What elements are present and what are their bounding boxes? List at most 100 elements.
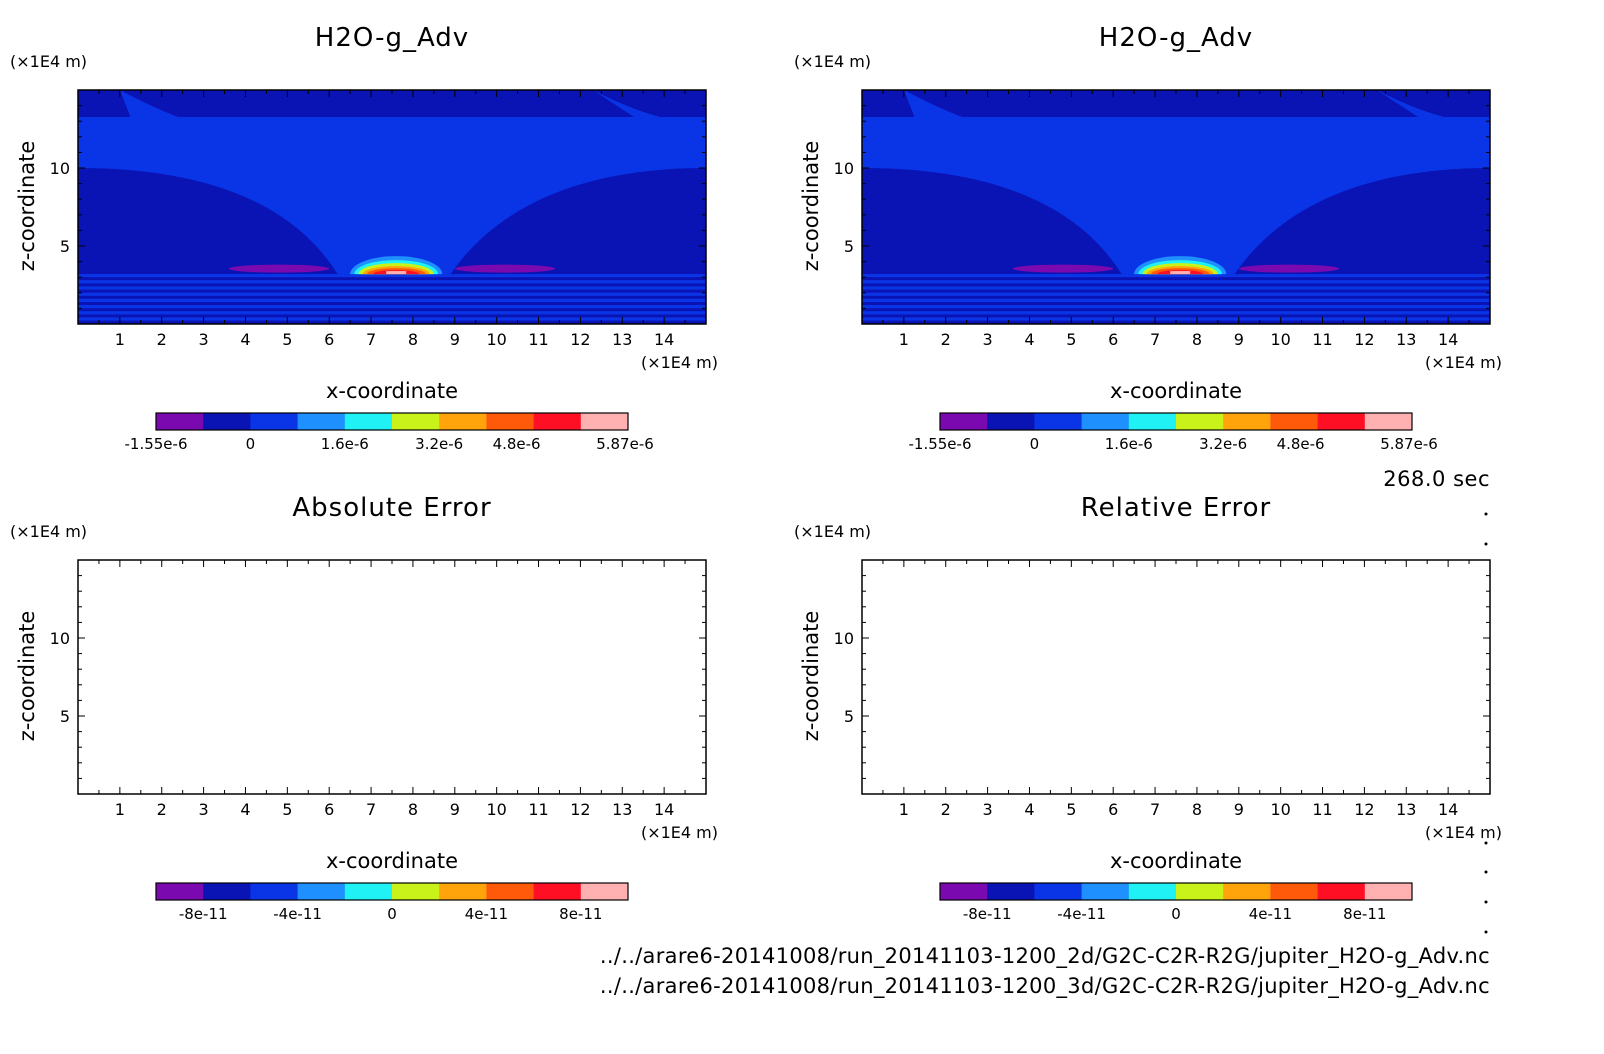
colorbar-segment [1317,413,1366,430]
contour-fill-lens [1012,264,1114,273]
colorbar-segment [344,883,393,900]
x-tick-label: 10 [486,800,506,819]
contour-field [78,90,706,324]
contour-fill-stripe [862,277,1490,281]
x-tick-label: 7 [366,800,376,819]
x-tick-label: 7 [1150,800,1160,819]
panel-4: Relative Error(×1E4 m)1 2 3 4 5 6 7 8 9 10 11 12 13 1… [794,493,1502,923]
x-tick-label: 6 [1108,800,1118,819]
colorbar-label: 8e-11 [1343,905,1386,923]
margin-dot [1484,930,1488,934]
file-path: ../../arare6-20141008/run_20141103-1200_… [600,944,1490,969]
colorbar-segment [486,413,535,430]
colorbar-label: 4.8e-6 [1277,435,1325,453]
x-tick-label: 2 [941,800,951,819]
x-tick-label: 2 [941,330,951,349]
colorbar-segment [1270,413,1319,430]
colorbar-segment [1223,413,1271,430]
x-tick-label: 1 [899,800,909,819]
x-tick-label: 2 [157,330,167,349]
contour-fill-stripe [78,283,706,287]
colorbar: -1.55e-6 0 1.6e-6 3.2e-6 4.8e-6 5.87e-6 [125,412,654,453]
y-tick-label: 5 [844,707,854,726]
y-tick-label: 10 [834,629,854,648]
x-tick-label: 8 [1192,330,1202,349]
x-tick-label: 9 [450,330,460,349]
colorbar-label: -8e-11 [963,905,1012,923]
colorbar-segment [1223,883,1271,900]
x-tick-label: 4 [1024,330,1034,349]
colorbar-label: 4e-11 [465,905,508,923]
contour-fill-lens [1238,264,1340,273]
x-tick-label: 12 [1354,800,1374,819]
colorbar-segment [1176,883,1224,900]
colorbar-label: 1.6e-6 [1105,435,1153,453]
x-tick-label: 5 [282,800,292,819]
y-tick-label: 10 [50,159,70,178]
y-axis-label: z-coordinate [799,611,823,742]
colorbar: -8e-11 -4e-11 0 4e-11 8e-11 [939,882,1413,923]
contour-fill-stripe [78,277,706,281]
colorbar: -8e-11 -4e-11 0 4e-11 8e-11 [155,882,629,923]
colorbar-segment [940,883,988,900]
colorbar-segment [250,413,299,430]
x-tick-label: 5 [282,330,292,349]
x-unit-label: (×1E4 m) [1425,823,1502,842]
x-tick-label: 4 [240,800,250,819]
x-tick-label: 3 [199,800,209,819]
x-tick-label: 8 [408,800,418,819]
x-tick-label: 13 [612,330,632,349]
panel-title: H2O-g_Adv [1099,23,1253,53]
panel-title: H2O-g_Adv [315,23,469,53]
contour-fill-stripe [862,295,1490,299]
x-tick-label: 9 [450,800,460,819]
x-tick-label: 5 [1066,330,1076,349]
colorbar-segment [580,413,629,430]
x-tick-label: 6 [324,800,334,819]
contour-fill-stripe [862,308,1490,312]
colorbar-label: 1.6e-6 [321,435,369,453]
x-tick-label: 12 [1354,330,1374,349]
colorbar-frame [939,882,1413,901]
contour-field [862,90,1490,324]
x-tick-label: 3 [983,800,993,819]
x-tick-label: 7 [1150,330,1160,349]
x-tick-label: 7 [366,330,376,349]
x-tick-label: 13 [1396,330,1416,349]
x-tick-label: 6 [324,330,334,349]
x-tick-label: 1 [115,800,125,819]
colorbar-segment [1128,883,1177,900]
x-tick-label: 10 [486,330,506,349]
y-unit-label: (×1E4 m) [10,52,87,71]
y-unit-label: (×1E4 m) [10,522,87,541]
x-axis-label: x-coordinate [326,849,458,873]
y-tick-label: 10 [50,629,70,648]
x-tick-label: 11 [1312,800,1332,819]
colorbar-label: -8e-11 [179,905,228,923]
x-tick-label: 9 [1234,330,1244,349]
x-tick-label: 4 [1024,800,1034,819]
colorbar-label: 4.8e-6 [493,435,541,453]
colorbar-segment [1081,413,1130,430]
x-tick-label: 12 [570,800,590,819]
x-tick-label: 8 [408,330,418,349]
y-axis-label: z-coordinate [799,141,823,272]
x-tick-label: 10 [1270,800,1290,819]
x-tick-label: 14 [1438,800,1458,819]
colorbar-label: 0 [1171,905,1181,923]
contour-fill-lens [228,264,330,273]
x-unit-label: (×1E4 m) [641,823,718,842]
colorbar-segment [1176,413,1224,430]
margin-dot [1484,870,1488,874]
colorbar-label: -1.55e-6 [909,435,972,453]
x-tick-label: 3 [199,330,209,349]
colorbar-label: -4e-11 [1057,905,1106,923]
contour-fill-top-band [862,90,1490,117]
colorbar-frame [155,882,629,901]
contour-fill-stripe [862,289,1490,293]
y-unit-label: (×1E4 m) [794,522,871,541]
contour-fill-stripe [78,308,706,312]
contour-fill-plume-core [386,271,407,275]
x-unit-label: (×1E4 m) [641,353,718,372]
colorbar-label: 3.2e-6 [415,435,463,453]
